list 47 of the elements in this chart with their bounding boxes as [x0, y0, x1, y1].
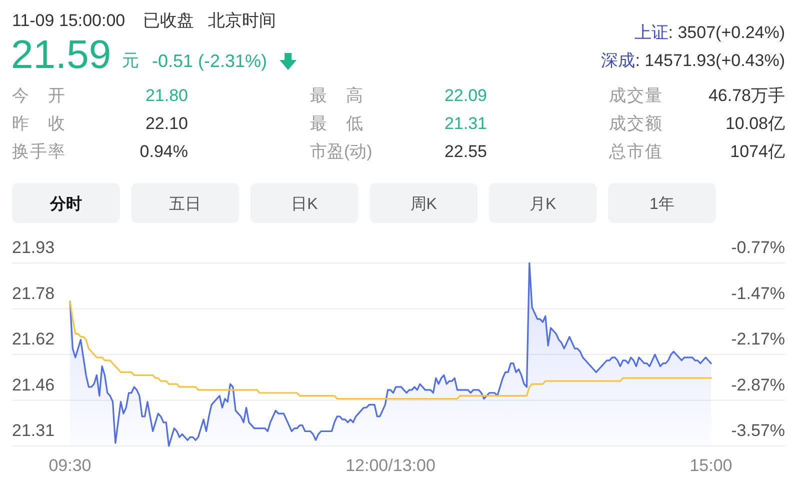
text: 上证	[634, 23, 668, 42]
y2-tick-label: -2.17%	[731, 330, 785, 348]
y-tick-label: 21.93	[12, 238, 55, 257]
tab-button: 五日	[131, 183, 240, 223]
y2-tick-label: -0.77%	[731, 238, 785, 257]
text: 换手率	[12, 142, 65, 161]
text: 最 低	[310, 114, 363, 133]
tab-button: 分时	[12, 183, 120, 223]
text: 今 开	[12, 86, 65, 105]
text: 22.10	[145, 114, 188, 133]
text: 深成	[601, 51, 636, 70]
text: 21.80	[145, 86, 188, 105]
tab-button: 日K	[250, 183, 358, 223]
y2-tick-label: -3.57%	[731, 421, 785, 440]
text: 10.08亿	[725, 114, 785, 133]
text: 46.78万手	[708, 86, 785, 105]
tab-button: 周K	[370, 183, 478, 223]
text: 最 高	[310, 86, 363, 105]
text: 市盈(动)	[310, 142, 372, 161]
x-tick-label: 12:00/13:00	[346, 456, 436, 475]
text: 成交量	[609, 86, 662, 105]
text: 22.55	[444, 142, 487, 161]
text: 11-09 15:00:00	[12, 11, 126, 30]
text: 成交额	[609, 114, 662, 133]
text: 21.31	[444, 114, 487, 133]
text: 元	[122, 51, 139, 70]
text: 0.94%	[140, 142, 188, 161]
y2-tick-label: -2.87%	[731, 375, 785, 394]
text: 北京时间	[208, 11, 276, 30]
text: 22.09	[444, 86, 487, 105]
text: 昨 收	[12, 114, 65, 133]
y-tick-label: 21.78	[12, 284, 55, 303]
x-tick-label: 09:30	[48, 456, 92, 475]
y2-tick-label: -1.47%	[731, 284, 785, 303]
text: : 14571.93(+0.43%)	[635, 51, 785, 70]
text: -0.51 (-2.31%)	[152, 51, 268, 71]
text: 总市值	[608, 142, 662, 161]
text: : 3507(+0.24%)	[668, 23, 785, 42]
text: 21.59	[11, 33, 112, 77]
text: 已收盘	[143, 11, 194, 30]
x-tick-label: 15:00	[690, 456, 732, 475]
tab-button: 1年	[608, 183, 716, 223]
text: 1074亿	[730, 142, 785, 161]
y-tick-label: 21.62	[12, 330, 55, 348]
y-tick-label: 21.46	[12, 375, 55, 394]
y-tick-label: 21.31	[12, 421, 55, 440]
tab-button: 月K	[488, 183, 597, 223]
